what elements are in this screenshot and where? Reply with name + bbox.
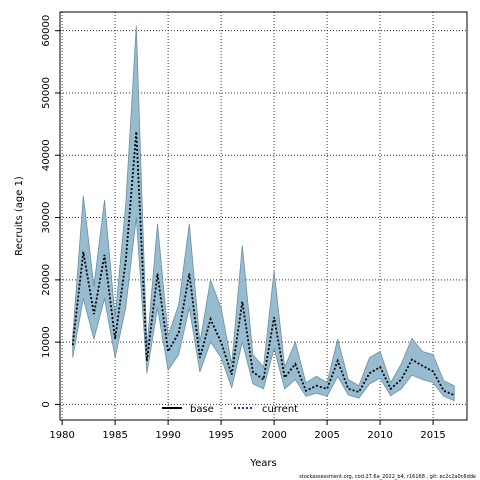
- x-tick-label: 1990: [155, 430, 180, 441]
- y-axis-title: Recruits (age 1): [14, 176, 25, 256]
- plot-frame: [59, 11, 468, 421]
- y-tick-label: 20000: [41, 264, 52, 296]
- footer-credit: stockassessment.org, cod.27.6a_2022_b4, …: [299, 474, 476, 480]
- legend-label-current: current: [262, 404, 298, 415]
- y-tick-label: 40000: [41, 139, 52, 171]
- series-line-current: [71, 131, 455, 396]
- x-tick-label: 1980: [49, 430, 74, 441]
- legend-label-base: base: [190, 404, 214, 415]
- y-tick-label: 30000: [41, 202, 52, 234]
- x-tick-label: 2005: [314, 430, 339, 441]
- x-axis-title: Years: [249, 458, 276, 469]
- y-tick-label: 60000: [41, 15, 52, 47]
- axes: 1980 1985 1990 1995 2000 2005 2010 2015 0 10000 20…: [41, 15, 446, 441]
- legend: base current: [162, 404, 298, 415]
- confidence-band: [72, 25, 455, 402]
- x-tick-label: 2000: [261, 430, 286, 441]
- y-tick-label: 0: [41, 401, 52, 407]
- x-tick-label: 2015: [420, 430, 445, 441]
- y-tick-label: 10000: [41, 326, 52, 358]
- series-line-layer: [71, 131, 455, 396]
- x-tick-label: 1985: [102, 430, 127, 441]
- confidence-band-layer: [72, 25, 455, 402]
- x-tick-label: 1995: [208, 430, 233, 441]
- x-tick-label: 2010: [367, 430, 392, 441]
- y-tick-label: 50000: [41, 77, 52, 109]
